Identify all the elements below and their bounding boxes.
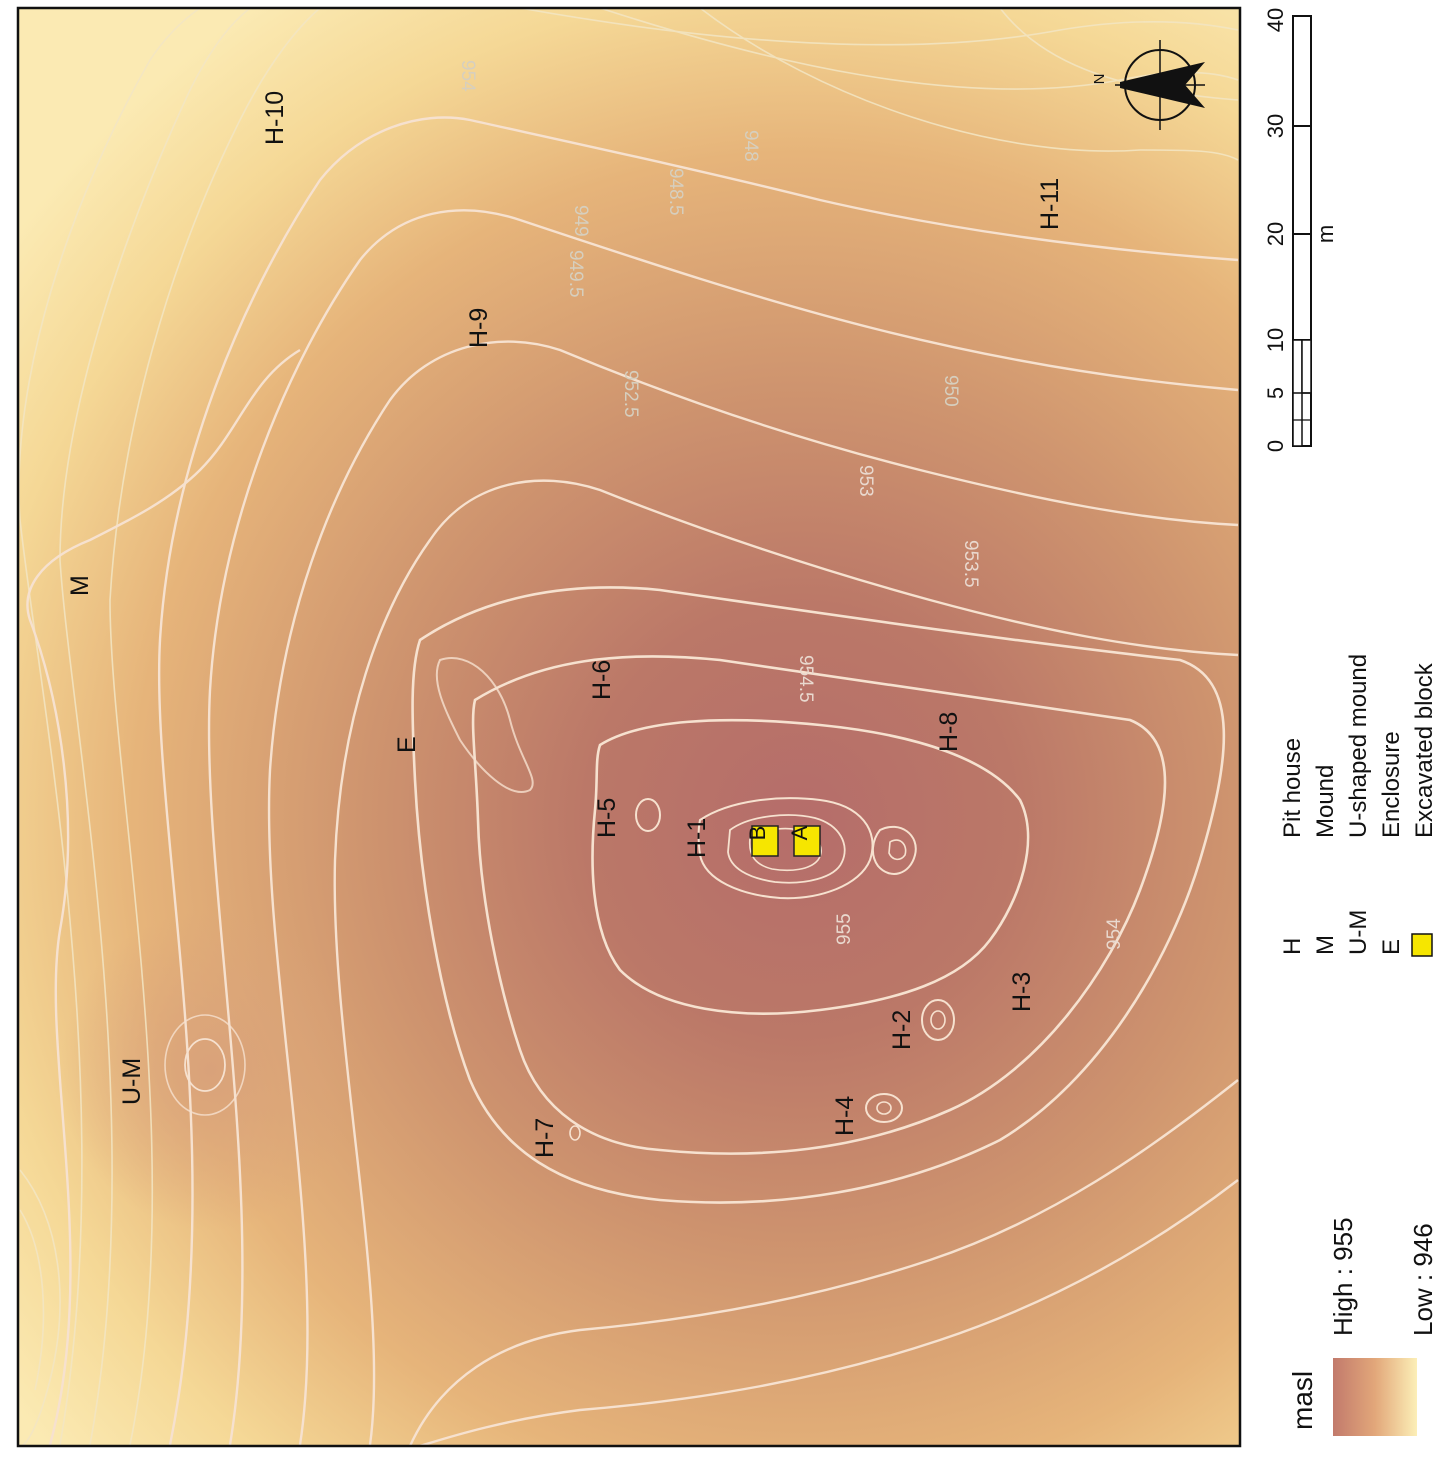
- site-label-e: E: [393, 736, 421, 753]
- site-label-h-7: H-7: [531, 1118, 559, 1158]
- site-label-h-11: H-11: [1036, 178, 1064, 230]
- legend-code-u-m: U-M: [1345, 910, 1372, 955]
- contour-label: 952.5: [620, 370, 641, 418]
- excavated-block-a: [793, 825, 821, 857]
- legend-label-mound: Mound: [1312, 765, 1339, 838]
- site-label-h-6: H-6: [588, 660, 616, 700]
- legend-high-label: High : 955: [1328, 1217, 1358, 1336]
- contour-label: 949.5: [565, 250, 586, 298]
- site-label-u-m: U-M: [118, 1058, 146, 1105]
- contour-label: 954.5: [795, 655, 816, 703]
- elevation-ramp: [1333, 1358, 1417, 1436]
- contour-labels: 955 954.5 954 953.5 953 952.5 950 949.5 …: [457, 60, 1125, 950]
- contour-lines-main: [26, 116, 1239, 1446]
- contour-label: 953.5: [960, 540, 981, 588]
- site-label-h-10: H-10: [261, 91, 289, 145]
- contour-label: 950: [940, 375, 961, 407]
- contour-lines-inner: [164, 586, 1226, 1204]
- excavated-block-a-label: A: [787, 825, 812, 840]
- site-labels: H-1 H-2 H-3 H-4 H-5 H-6 H-7 H-8 H-9 H-10…: [66, 91, 1064, 1158]
- map-frame: [16, 6, 1242, 1448]
- scale-tick-10: 10: [1263, 328, 1288, 352]
- legend-low-label: Low : 946: [1408, 1223, 1438, 1336]
- excavated-block-b: [751, 825, 779, 857]
- legend-label-pit-house: Pit house: [1279, 738, 1306, 838]
- site-label-h-8: H-8: [935, 712, 963, 752]
- legend-code-h: H: [1279, 938, 1306, 955]
- contour-label: 955: [834, 913, 855, 945]
- scale-bar: 0 5 10 20 30 40 m: [1263, 8, 1338, 452]
- contour-label: 949: [570, 205, 591, 237]
- scale-tick-0: 0: [1263, 440, 1288, 452]
- scale-tick-30: 30: [1263, 114, 1288, 138]
- site-label-h-3: H-3: [1008, 972, 1036, 1012]
- feature-legend: H Pit house M Mound U-M U-shaped mound E…: [1279, 654, 1438, 957]
- map-panel: 955 954.5 954 953.5 953 952.5 950 949.5 …: [18, 8, 1240, 1446]
- site-label-h-5: H-5: [593, 798, 621, 838]
- site-label-m: M: [66, 575, 94, 596]
- site-label-h-9: H-9: [465, 308, 493, 348]
- contour-label: 948.5: [665, 168, 686, 216]
- legend-label-excavated-block: Excavated block: [1411, 662, 1438, 838]
- scale-tick-40: 40: [1263, 8, 1288, 32]
- scale-tick-5: 5: [1263, 387, 1288, 399]
- legend-label-u-shaped-mound: U-shaped mound: [1345, 654, 1372, 838]
- legend-code-m: M: [1312, 935, 1339, 955]
- legend-code-e: E: [1378, 939, 1405, 955]
- north-label: N: [1091, 74, 1108, 85]
- contour-label: 954: [457, 60, 478, 92]
- contour-label: 953: [855, 465, 876, 497]
- scale-tick-20: 20: [1263, 222, 1288, 246]
- contour-label: 948: [740, 130, 761, 162]
- legend-label-enclosure: Enclosure: [1378, 731, 1405, 838]
- contour-label: 954: [1104, 918, 1125, 950]
- contour-lines-outer: [18, 8, 1239, 1446]
- site-label-h-1: H-1: [683, 818, 711, 858]
- elevation-legend: masl High : 955 Low : 946: [1287, 1217, 1438, 1436]
- site-label-h-2: H-2: [888, 1010, 916, 1050]
- scale-unit: m: [1313, 225, 1338, 243]
- north-arrow-icon: N: [1091, 40, 1205, 130]
- legend-swatch-excavated-block: [1411, 933, 1433, 957]
- site-label-h-4: H-4: [831, 1096, 859, 1136]
- legend-title: masl: [1287, 1371, 1318, 1430]
- excavated-blocks: B A: [745, 825, 821, 857]
- excavated-block-b-label: B: [745, 826, 770, 841]
